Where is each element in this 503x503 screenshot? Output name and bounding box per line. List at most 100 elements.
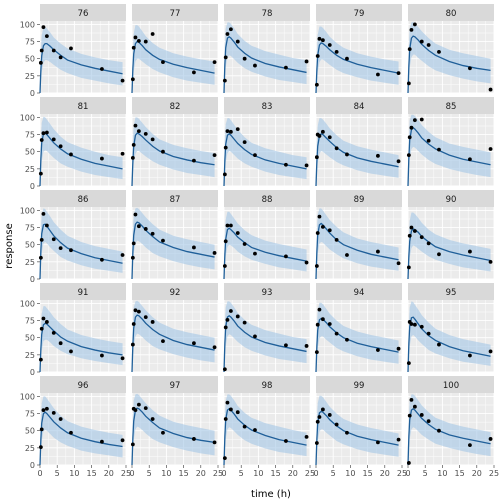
facet-label-87: 87 xyxy=(170,195,181,205)
facet-panel-100: 100 0 5 10 15 20 25 xyxy=(405,376,499,478)
x-tick-label: 5 xyxy=(147,469,152,478)
data-point-87 xyxy=(133,212,138,217)
median-line-83 xyxy=(223,133,307,187)
x-tick-label: 20 xyxy=(196,469,206,478)
median-line-100 xyxy=(407,407,491,466)
data-point-83 xyxy=(304,163,309,168)
data-point-96 xyxy=(69,430,73,435)
facet-panel-91: 91 0 25 50 75 100 xyxy=(20,283,127,377)
facet-strip-76 xyxy=(40,4,126,21)
data-point-96 xyxy=(100,439,104,444)
data-point-95 xyxy=(406,361,411,365)
data-point-85 xyxy=(412,118,417,123)
x-tick-label: 0 xyxy=(405,469,410,478)
prediction-band-83 xyxy=(224,118,307,186)
data-point-94 xyxy=(345,337,349,342)
data-point-78 xyxy=(228,27,233,32)
prediction-band-92 xyxy=(132,300,215,372)
data-point-100 xyxy=(419,413,424,417)
data-point-77 xyxy=(136,38,141,43)
data-point-88 xyxy=(222,264,227,268)
data-point-82 xyxy=(130,155,135,160)
data-point-93 xyxy=(284,343,288,348)
x-tick-label: 10 xyxy=(437,469,447,478)
facet-panel-76: 76 0 25 50 75 100 xyxy=(20,4,127,98)
y-tick-label: 0 xyxy=(30,275,35,284)
data-point-90 xyxy=(406,265,411,270)
data-point-85 xyxy=(406,153,411,158)
data-point-77 xyxy=(212,60,217,65)
data-point-84 xyxy=(334,146,339,151)
data-point-98 xyxy=(223,417,228,421)
data-point-88 xyxy=(304,260,309,265)
data-point-92 xyxy=(143,315,148,320)
y-tick-label: 50 xyxy=(25,427,35,436)
prediction-band-87 xyxy=(132,207,215,279)
data-point-96 xyxy=(120,438,125,443)
facet-label-99: 99 xyxy=(354,381,365,391)
data-point-89 xyxy=(334,238,339,242)
y-tick-label: 25 xyxy=(25,444,35,453)
facet-strip-84 xyxy=(316,97,402,114)
facet-strip-95 xyxy=(408,283,494,300)
x-tick-label: 20 xyxy=(380,469,390,478)
facet-strip-81 xyxy=(40,97,126,114)
facet-strip-85 xyxy=(408,97,494,114)
data-point-79 xyxy=(314,82,319,87)
data-point-100 xyxy=(406,461,411,465)
data-point-84 xyxy=(320,129,325,134)
data-point-84 xyxy=(327,135,332,140)
data-point-78 xyxy=(253,63,257,68)
data-point-91 xyxy=(58,341,63,346)
x-tick-label: 10 xyxy=(253,469,263,478)
facet-strip-82 xyxy=(132,97,218,114)
data-point-97 xyxy=(136,402,141,407)
data-point-81 xyxy=(51,137,56,142)
data-point-92 xyxy=(161,339,165,344)
data-point-85 xyxy=(409,125,414,130)
data-point-83 xyxy=(225,129,230,134)
y-tick-label: 100 xyxy=(20,392,35,401)
x-tick-label: 25 xyxy=(397,469,407,478)
facet-strip-93 xyxy=(224,283,310,300)
data-point-99 xyxy=(327,413,332,417)
data-point-86 xyxy=(58,246,63,251)
data-point-80 xyxy=(409,28,414,32)
facet-panel-89: 89 xyxy=(314,190,403,280)
y-tick-label: 25 xyxy=(25,72,35,81)
data-point-82 xyxy=(133,123,138,128)
data-point-95 xyxy=(426,331,431,336)
median-line-78 xyxy=(223,35,307,94)
prediction-band-99 xyxy=(316,395,399,465)
data-point-85 xyxy=(407,135,412,140)
data-point-87 xyxy=(161,238,165,243)
data-point-93 xyxy=(235,314,240,319)
data-point-87 xyxy=(192,245,196,250)
y-tick-label: 100 xyxy=(20,113,35,122)
facet-panel-92: 92 xyxy=(130,283,219,373)
data-point-81 xyxy=(44,130,49,135)
prediction-band-85 xyxy=(408,114,491,186)
data-point-79 xyxy=(320,38,325,43)
x-tick-label: 25 xyxy=(489,469,499,478)
data-point-89 xyxy=(396,261,401,266)
data-point-86 xyxy=(69,248,73,253)
facet-strip-83 xyxy=(224,97,310,114)
facet-label-77: 77 xyxy=(170,9,181,19)
data-point-98 xyxy=(222,456,227,461)
data-point-89 xyxy=(314,264,319,268)
data-point-81 xyxy=(120,151,125,156)
y-tick-label: 25 xyxy=(25,258,35,267)
data-point-99 xyxy=(320,407,325,412)
data-point-83 xyxy=(253,153,257,158)
facet-strip-86 xyxy=(40,190,126,207)
data-point-90 xyxy=(437,252,441,257)
data-point-81 xyxy=(41,131,46,136)
data-point-87 xyxy=(131,241,136,246)
data-point-80 xyxy=(406,81,411,86)
data-point-87 xyxy=(130,255,135,260)
data-point-98 xyxy=(253,428,257,432)
data-point-76 xyxy=(69,46,73,51)
facet-panel-82: 82 xyxy=(130,97,219,187)
facet-label-84: 84 xyxy=(354,102,365,112)
